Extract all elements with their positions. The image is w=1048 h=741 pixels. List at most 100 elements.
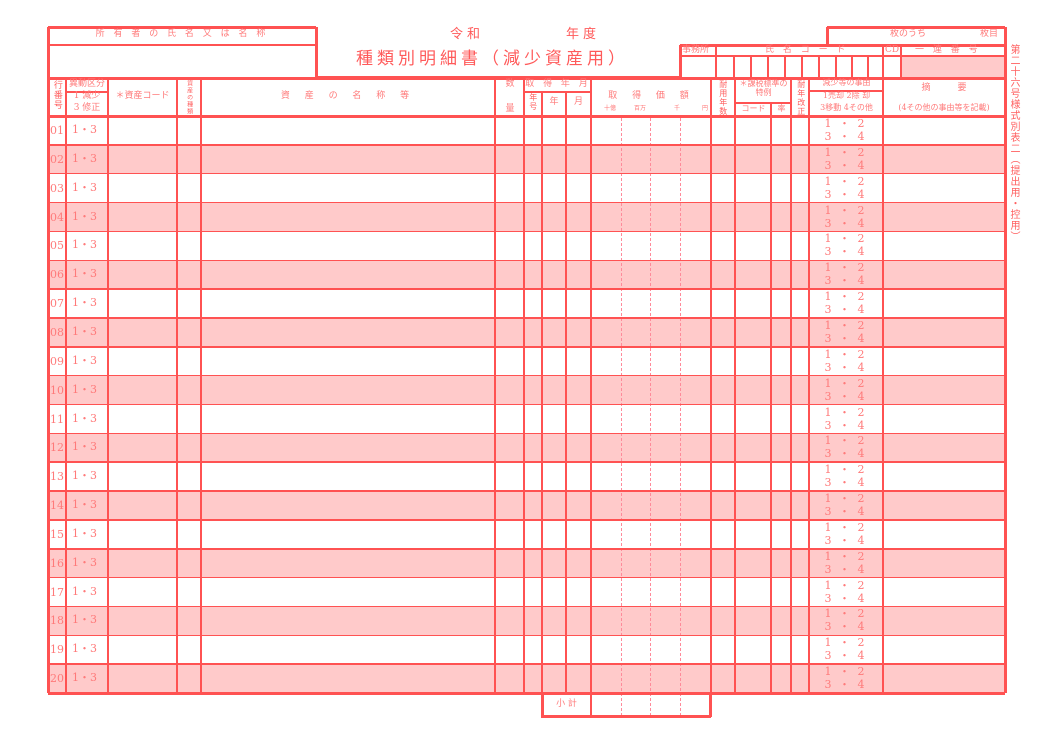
table-row[interactable]: 13 1・3 1 ・ 2 3 ・ 4 [48, 462, 1004, 491]
change-type-value[interactable]: 1・3 [72, 382, 97, 396]
table-row[interactable]: 01 1・3 1 ・ 2 3 ・ 4 [48, 116, 1004, 145]
col-quantity-2: 量 [505, 104, 515, 114]
table-row[interactable]: 02 1・3 1 ・ 2 3 ・ 4 [48, 145, 1004, 174]
change-type-value[interactable]: 1・3 [72, 613, 97, 627]
table-row[interactable]: 19 1・3 1 ・ 2 3 ・ 4 [48, 635, 1004, 664]
reason-option-1-2[interactable]: 1 ・ 2 [824, 636, 867, 650]
row-number: 02 [50, 152, 64, 166]
reason-option-1-2[interactable]: 1 ・ 2 [824, 318, 867, 332]
change-type-value[interactable]: 1・3 [72, 151, 97, 165]
rule [48, 172, 1005, 175]
rule [900, 45, 902, 78]
reason-option-1-2[interactable]: 1 ・ 2 [824, 578, 867, 592]
change-type-value[interactable]: 1・3 [72, 411, 97, 425]
change-type-value[interactable]: 1・3 [72, 498, 97, 512]
reason-option-3-4[interactable]: 3 ・ 4 [824, 562, 867, 576]
reason-option-3-4[interactable]: 3 ・ 4 [824, 360, 867, 374]
serial-number-field[interactable] [901, 56, 1004, 78]
table-row[interactable]: 07 1・3 1 ・ 2 3 ・ 4 [48, 289, 1004, 318]
rule [882, 78, 884, 693]
table-row[interactable]: 12 1・3 1 ・ 2 3 ・ 4 [48, 433, 1004, 462]
col-reason: 減少等の事由 [822, 78, 871, 87]
rule [65, 78, 67, 693]
change-type-value[interactable]: 1・3 [72, 296, 97, 310]
table-row[interactable]: 17 1・3 1 ・ 2 3 ・ 4 [48, 578, 1004, 607]
reason-option-1-2[interactable]: 1 ・ 2 [824, 405, 867, 419]
change-type-value[interactable]: 1・3 [72, 267, 97, 281]
reason-option-3-4[interactable]: 3 ・ 4 [824, 476, 867, 490]
reason-option-1-2[interactable]: 1 ・ 2 [824, 607, 867, 621]
reason-option-1-2[interactable]: 1 ・ 2 [824, 347, 867, 361]
rule [541, 92, 543, 693]
table-row[interactable]: 14 1・3 1 ・ 2 3 ・ 4 [48, 491, 1004, 520]
reason-option-1-2[interactable]: 1 ・ 2 [824, 203, 867, 217]
reason-option-3-4[interactable]: 3 ・ 4 [824, 274, 867, 288]
table-row[interactable]: 09 1・3 1 ・ 2 3 ・ 4 [48, 347, 1004, 376]
reason-option-1-2[interactable]: 1 ・ 2 [824, 434, 867, 448]
rule [48, 490, 1005, 492]
reason-option-3-4[interactable]: 3 ・ 4 [824, 591, 867, 605]
rule [523, 78, 525, 693]
digit-separator [650, 118, 651, 716]
change-type-value[interactable]: 1・3 [72, 238, 97, 252]
reason-option-3-4[interactable]: 3 ・ 4 [824, 303, 867, 317]
reason-option-1-2[interactable]: 1 ・ 2 [824, 290, 867, 304]
owner-name-field[interactable] [50, 46, 314, 76]
change-type-value[interactable]: 1・3 [72, 555, 97, 569]
change-type-value[interactable]: 1・3 [72, 469, 97, 483]
reason-option-3-4[interactable]: 3 ・ 4 [824, 389, 867, 403]
change-type-value[interactable]: 1・3 [72, 324, 97, 338]
table-row[interactable]: 10 1・3 1 ・ 2 3 ・ 4 [48, 376, 1004, 405]
rule [48, 230, 1005, 233]
change-type-value[interactable]: 1・3 [72, 642, 97, 656]
table-row[interactable]: 20 1・3 1 ・ 2 3 ・ 4 [48, 664, 1004, 693]
reason-option-1-2[interactable]: 1 ・ 2 [824, 520, 867, 534]
reason-option-1-2[interactable]: 1 ・ 2 [824, 232, 867, 246]
table-row[interactable]: 16 1・3 1 ・ 2 3 ・ 4 [48, 549, 1004, 578]
rule [784, 56, 786, 78]
table-row[interactable]: 05 1・3 1 ・ 2 3 ・ 4 [48, 231, 1004, 260]
reason-option-3-4[interactable]: 3 ・ 4 [824, 533, 867, 547]
reason-option-3-4[interactable]: 3 ・ 4 [824, 505, 867, 519]
reason-option-3-4[interactable]: 3 ・ 4 [824, 216, 867, 230]
subtotal-field[interactable] [592, 696, 710, 715]
row-fill [48, 375, 1004, 405]
reason-option-3-4[interactable]: 3 ・ 4 [824, 418, 867, 432]
reason-option-3-4[interactable]: 3 ・ 4 [824, 447, 867, 461]
change-type-value[interactable]: 1・3 [72, 209, 97, 223]
reason-option-1-2[interactable]: 1 ・ 2 [824, 376, 867, 390]
reason-option-3-4[interactable]: 3 ・ 4 [824, 678, 867, 692]
reason-option-3-4[interactable]: 3 ・ 4 [824, 245, 867, 259]
reason-option-1-2[interactable]: 1 ・ 2 [824, 463, 867, 477]
reason-option-3-4[interactable]: 3 ・ 4 [824, 158, 867, 172]
table-row[interactable]: 03 1・3 1 ・ 2 3 ・ 4 [48, 174, 1004, 203]
reason-option-3-4[interactable]: 3 ・ 4 [824, 331, 867, 345]
reason-option-1-2[interactable]: 1 ・ 2 [824, 492, 867, 506]
table-row[interactable]: 06 1・3 1 ・ 2 3 ・ 4 [48, 260, 1004, 289]
reason-option-1-2[interactable]: 1 ・ 2 [824, 174, 867, 188]
owner-name-label: 所 有 者 の 氏 名 又 は 名 称 [95, 29, 269, 39]
table-row[interactable]: 18 1・3 1 ・ 2 3 ・ 4 [48, 606, 1004, 635]
reason-option-3-4[interactable]: 3 ・ 4 [824, 649, 867, 663]
change-type-value[interactable]: 1・3 [72, 526, 97, 540]
change-type-value[interactable]: 1・3 [72, 180, 97, 194]
reason-option-3-4[interactable]: 3 ・ 4 [824, 130, 867, 143]
table-row[interactable]: 08 1・3 1 ・ 2 3 ・ 4 [48, 318, 1004, 347]
change-type-value[interactable]: 1・3 [72, 671, 97, 685]
change-type-value[interactable]: 1・3 [72, 123, 97, 136]
reason-option-1-2[interactable]: 1 ・ 2 [824, 145, 867, 159]
change-type-value[interactable]: 1・3 [72, 353, 97, 367]
rule [48, 461, 1005, 463]
reason-option-3-4[interactable]: 3 ・ 4 [824, 620, 867, 634]
table-row[interactable]: 11 1・3 1 ・ 2 3 ・ 4 [48, 405, 1004, 434]
table-row[interactable]: 04 1・3 1 ・ 2 3 ・ 4 [48, 203, 1004, 232]
rule [48, 317, 1005, 319]
table-row[interactable]: 15 1・3 1 ・ 2 3 ・ 4 [48, 520, 1004, 549]
reason-option-3-4[interactable]: 3 ・ 4 [824, 187, 867, 201]
change-type-value[interactable]: 1・3 [72, 584, 97, 598]
reason-option-1-2[interactable]: 1 ・ 2 [824, 117, 867, 130]
reason-option-1-2[interactable]: 1 ・ 2 [824, 665, 867, 679]
reason-option-1-2[interactable]: 1 ・ 2 [824, 261, 867, 275]
change-type-value[interactable]: 1・3 [72, 440, 97, 454]
reason-option-1-2[interactable]: 1 ・ 2 [824, 549, 867, 563]
